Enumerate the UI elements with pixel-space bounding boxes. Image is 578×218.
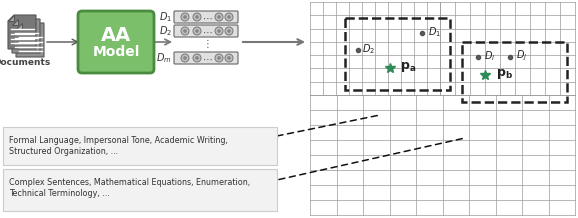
- Polygon shape: [8, 15, 36, 49]
- Circle shape: [228, 15, 231, 19]
- Circle shape: [215, 13, 223, 21]
- Circle shape: [181, 54, 189, 62]
- Text: Complex Sentences, Mathematical Equations, Enumeration,: Complex Sentences, Mathematical Equation…: [9, 178, 250, 187]
- Circle shape: [195, 56, 198, 60]
- Circle shape: [228, 56, 231, 60]
- Circle shape: [193, 27, 201, 35]
- Circle shape: [228, 29, 231, 32]
- Circle shape: [195, 29, 198, 32]
- Text: $\cdots$: $\cdots$: [202, 12, 212, 22]
- FancyBboxPatch shape: [78, 11, 154, 73]
- Polygon shape: [8, 15, 14, 21]
- Text: $\cdots$: $\cdots$: [202, 53, 212, 63]
- Text: $\mathbf{p_a}$: $\mathbf{p_a}$: [400, 60, 416, 74]
- Text: $D_m$: $D_m$: [157, 51, 172, 65]
- FancyBboxPatch shape: [3, 169, 277, 211]
- Circle shape: [181, 27, 189, 35]
- Circle shape: [225, 54, 233, 62]
- Circle shape: [215, 54, 223, 62]
- Circle shape: [183, 15, 187, 19]
- Circle shape: [183, 56, 187, 60]
- Polygon shape: [12, 19, 18, 25]
- Text: Structured Organization, ...: Structured Organization, ...: [9, 147, 118, 156]
- Circle shape: [225, 13, 233, 21]
- Text: $\mathbf{p_b}$: $\mathbf{p_b}$: [496, 67, 513, 81]
- Text: Documents: Documents: [0, 58, 51, 67]
- Text: Technical Terminology, ...: Technical Terminology, ...: [9, 189, 110, 198]
- Circle shape: [225, 27, 233, 35]
- FancyBboxPatch shape: [174, 25, 238, 37]
- Circle shape: [193, 13, 201, 21]
- Polygon shape: [12, 19, 40, 53]
- Text: Model: Model: [92, 45, 140, 59]
- Circle shape: [217, 56, 220, 60]
- Text: Formal Language, Impersonal Tone, Academic Writing,: Formal Language, Impersonal Tone, Academ…: [9, 136, 228, 145]
- Circle shape: [183, 29, 187, 32]
- Text: $\vdots$: $\vdots$: [202, 37, 210, 51]
- FancyBboxPatch shape: [174, 11, 238, 23]
- Circle shape: [217, 29, 220, 32]
- Circle shape: [193, 54, 201, 62]
- Circle shape: [215, 27, 223, 35]
- Text: $D_2$: $D_2$: [159, 24, 172, 38]
- Text: $D_1$: $D_1$: [428, 25, 441, 39]
- Bar: [462, 42, 567, 102]
- FancyBboxPatch shape: [174, 52, 238, 64]
- Text: $D_i$: $D_i$: [484, 49, 495, 63]
- Text: AA: AA: [101, 26, 131, 45]
- Polygon shape: [16, 23, 44, 57]
- Bar: [345, 18, 450, 90]
- Text: $D_1$: $D_1$: [159, 10, 172, 24]
- Text: $D_2$: $D_2$: [362, 42, 375, 56]
- Circle shape: [181, 13, 189, 21]
- Circle shape: [217, 15, 220, 19]
- Text: $\cdots$: $\cdots$: [202, 27, 212, 36]
- Text: $D_j$: $D_j$: [516, 49, 527, 63]
- Polygon shape: [16, 23, 22, 29]
- FancyBboxPatch shape: [3, 127, 277, 165]
- Circle shape: [195, 15, 198, 19]
